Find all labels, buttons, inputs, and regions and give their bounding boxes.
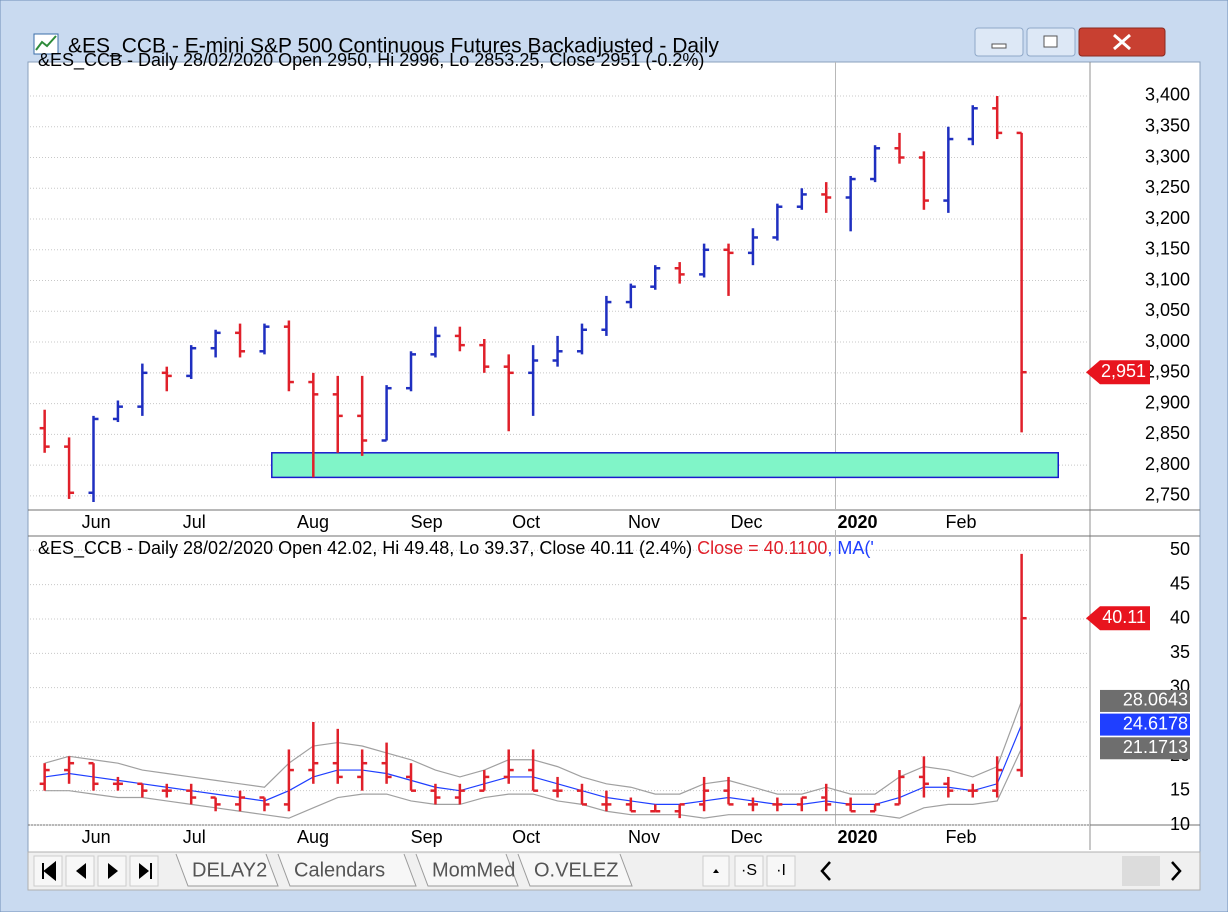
tool-button-label[interactable]: ·I — [776, 862, 786, 879]
y-tick-label: 2,950 — [1145, 362, 1190, 382]
y-tick-label: 35 — [1170, 642, 1190, 662]
minimize-button[interactable] — [974, 27, 1024, 57]
tab-shape[interactable] — [175, 853, 279, 887]
y-tick-label: 3,250 — [1145, 177, 1190, 197]
band-line — [44, 748, 1023, 819]
chart-header: &ES_CCB - Daily 28/02/2020 Open 2950, Hi… — [38, 50, 704, 71]
y-tick-label: 2,750 — [1145, 485, 1190, 505]
last-price-badge — [1086, 606, 1150, 631]
scroll-thumb[interactable] — [1122, 856, 1160, 886]
header-ma: , MA(' — [827, 538, 873, 558]
band-label: 28.0643 — [1123, 690, 1188, 710]
window-title: &ES_CCB - E-mini S&P 500 Continuous Futu… — [68, 35, 719, 58]
x-tick-label: Sep — [411, 827, 443, 847]
band-badge — [1100, 713, 1190, 736]
tab-shape[interactable] — [517, 853, 633, 887]
y-tick-label: 2,900 — [1145, 392, 1190, 412]
last-price-label: 40.11 — [1102, 607, 1146, 627]
y-tick-label: 3,000 — [1145, 331, 1190, 351]
x-tick-label: Dec — [731, 827, 763, 847]
tab-label[interactable]: MomMed — [432, 859, 515, 881]
x-tick-label: Dec — [731, 512, 763, 532]
x-tick-label: Nov — [628, 512, 660, 532]
band-badge — [1100, 689, 1190, 712]
tab-label[interactable]: Calendars — [294, 859, 385, 881]
x-tick-label: Feb — [945, 512, 976, 532]
header-text: &ES_CCB - Daily 28/02/2020 Open 2950, Hi… — [38, 50, 704, 71]
y-tick-label: 3,350 — [1145, 116, 1190, 136]
scroll-left[interactable] — [820, 861, 831, 881]
x-tick-label: Jun — [82, 827, 111, 847]
x-tick-label: Jul — [183, 827, 206, 847]
nav-prev[interactable] — [65, 855, 95, 887]
support-zone — [271, 452, 1059, 479]
x-tick-label: Oct — [512, 512, 540, 532]
last-price-label: 2,951 — [1101, 361, 1146, 381]
nav-next[interactable] — [97, 855, 127, 887]
y-tick-label: 10 — [1170, 814, 1190, 834]
y-tick-label: 3,100 — [1145, 269, 1190, 289]
small-button[interactable] — [702, 855, 730, 887]
scroll-right[interactable] — [1171, 861, 1182, 881]
x-tick-label: Aug — [297, 827, 329, 847]
tool-button[interactable] — [734, 855, 764, 887]
nav-last[interactable] — [129, 855, 159, 887]
header-main: &ES_CCB - Daily 28/02/2020 Open 2950, Hi… — [38, 50, 704, 71]
y-tick-label: 3,050 — [1145, 300, 1190, 320]
chart-header: &ES_CCB - Daily 28/02/2020 Open 42.02, H… — [38, 538, 874, 559]
y-tick-label: 3,150 — [1145, 239, 1190, 259]
band-badge — [1100, 737, 1190, 760]
band-label: 24.6178 — [1123, 713, 1188, 733]
tab-shape[interactable] — [415, 853, 519, 887]
tab-label[interactable]: O.VELEZ — [534, 859, 618, 881]
y-tick-label: 3,300 — [1145, 146, 1190, 166]
tool-button-label[interactable]: ·S — [741, 862, 757, 879]
tab-shape[interactable] — [277, 853, 417, 887]
y-tick-label: 45 — [1170, 573, 1190, 593]
y-tick-label: 50 — [1170, 539, 1190, 559]
maximize-button[interactable] — [1026, 27, 1076, 57]
x-tick-label: Jun — [82, 512, 111, 532]
x-tick-label: 2020 — [838, 827, 878, 847]
band-label: 21.1713 — [1123, 737, 1188, 757]
y-tick-label: 15 — [1170, 779, 1190, 799]
x-tick-label: Sep — [411, 512, 443, 532]
nav-first[interactable] — [33, 855, 63, 887]
y-tick-label: 2,850 — [1145, 423, 1190, 443]
x-tick-label: Oct — [512, 827, 540, 847]
y-tick-label: 3,200 — [1145, 208, 1190, 228]
x-tick-label: Jul — [183, 512, 206, 532]
header-close: Close = 40.1100 — [692, 538, 827, 558]
header-main: &ES_CCB - Daily 28/02/2020 Open 42.02, H… — [38, 538, 692, 559]
close-button[interactable] — [1078, 27, 1166, 57]
last-price-badge — [1086, 360, 1150, 385]
y-tick-label: 2,800 — [1145, 454, 1190, 474]
x-tick-label: Feb — [945, 827, 976, 847]
x-tick-label: 2020 — [838, 512, 878, 532]
y-tick-label: 3,400 — [1145, 85, 1190, 105]
x-tick-label: Nov — [628, 827, 660, 847]
x-tick-label: Aug — [297, 512, 329, 532]
tab-label[interactable]: DELAY2 — [192, 859, 267, 881]
tool-button[interactable] — [766, 855, 796, 887]
header-text: &ES_CCB - Daily 28/02/2020 Open 42.02, H… — [38, 538, 874, 559]
y-tick-label: 40 — [1170, 608, 1190, 628]
app-icon — [33, 33, 59, 55]
